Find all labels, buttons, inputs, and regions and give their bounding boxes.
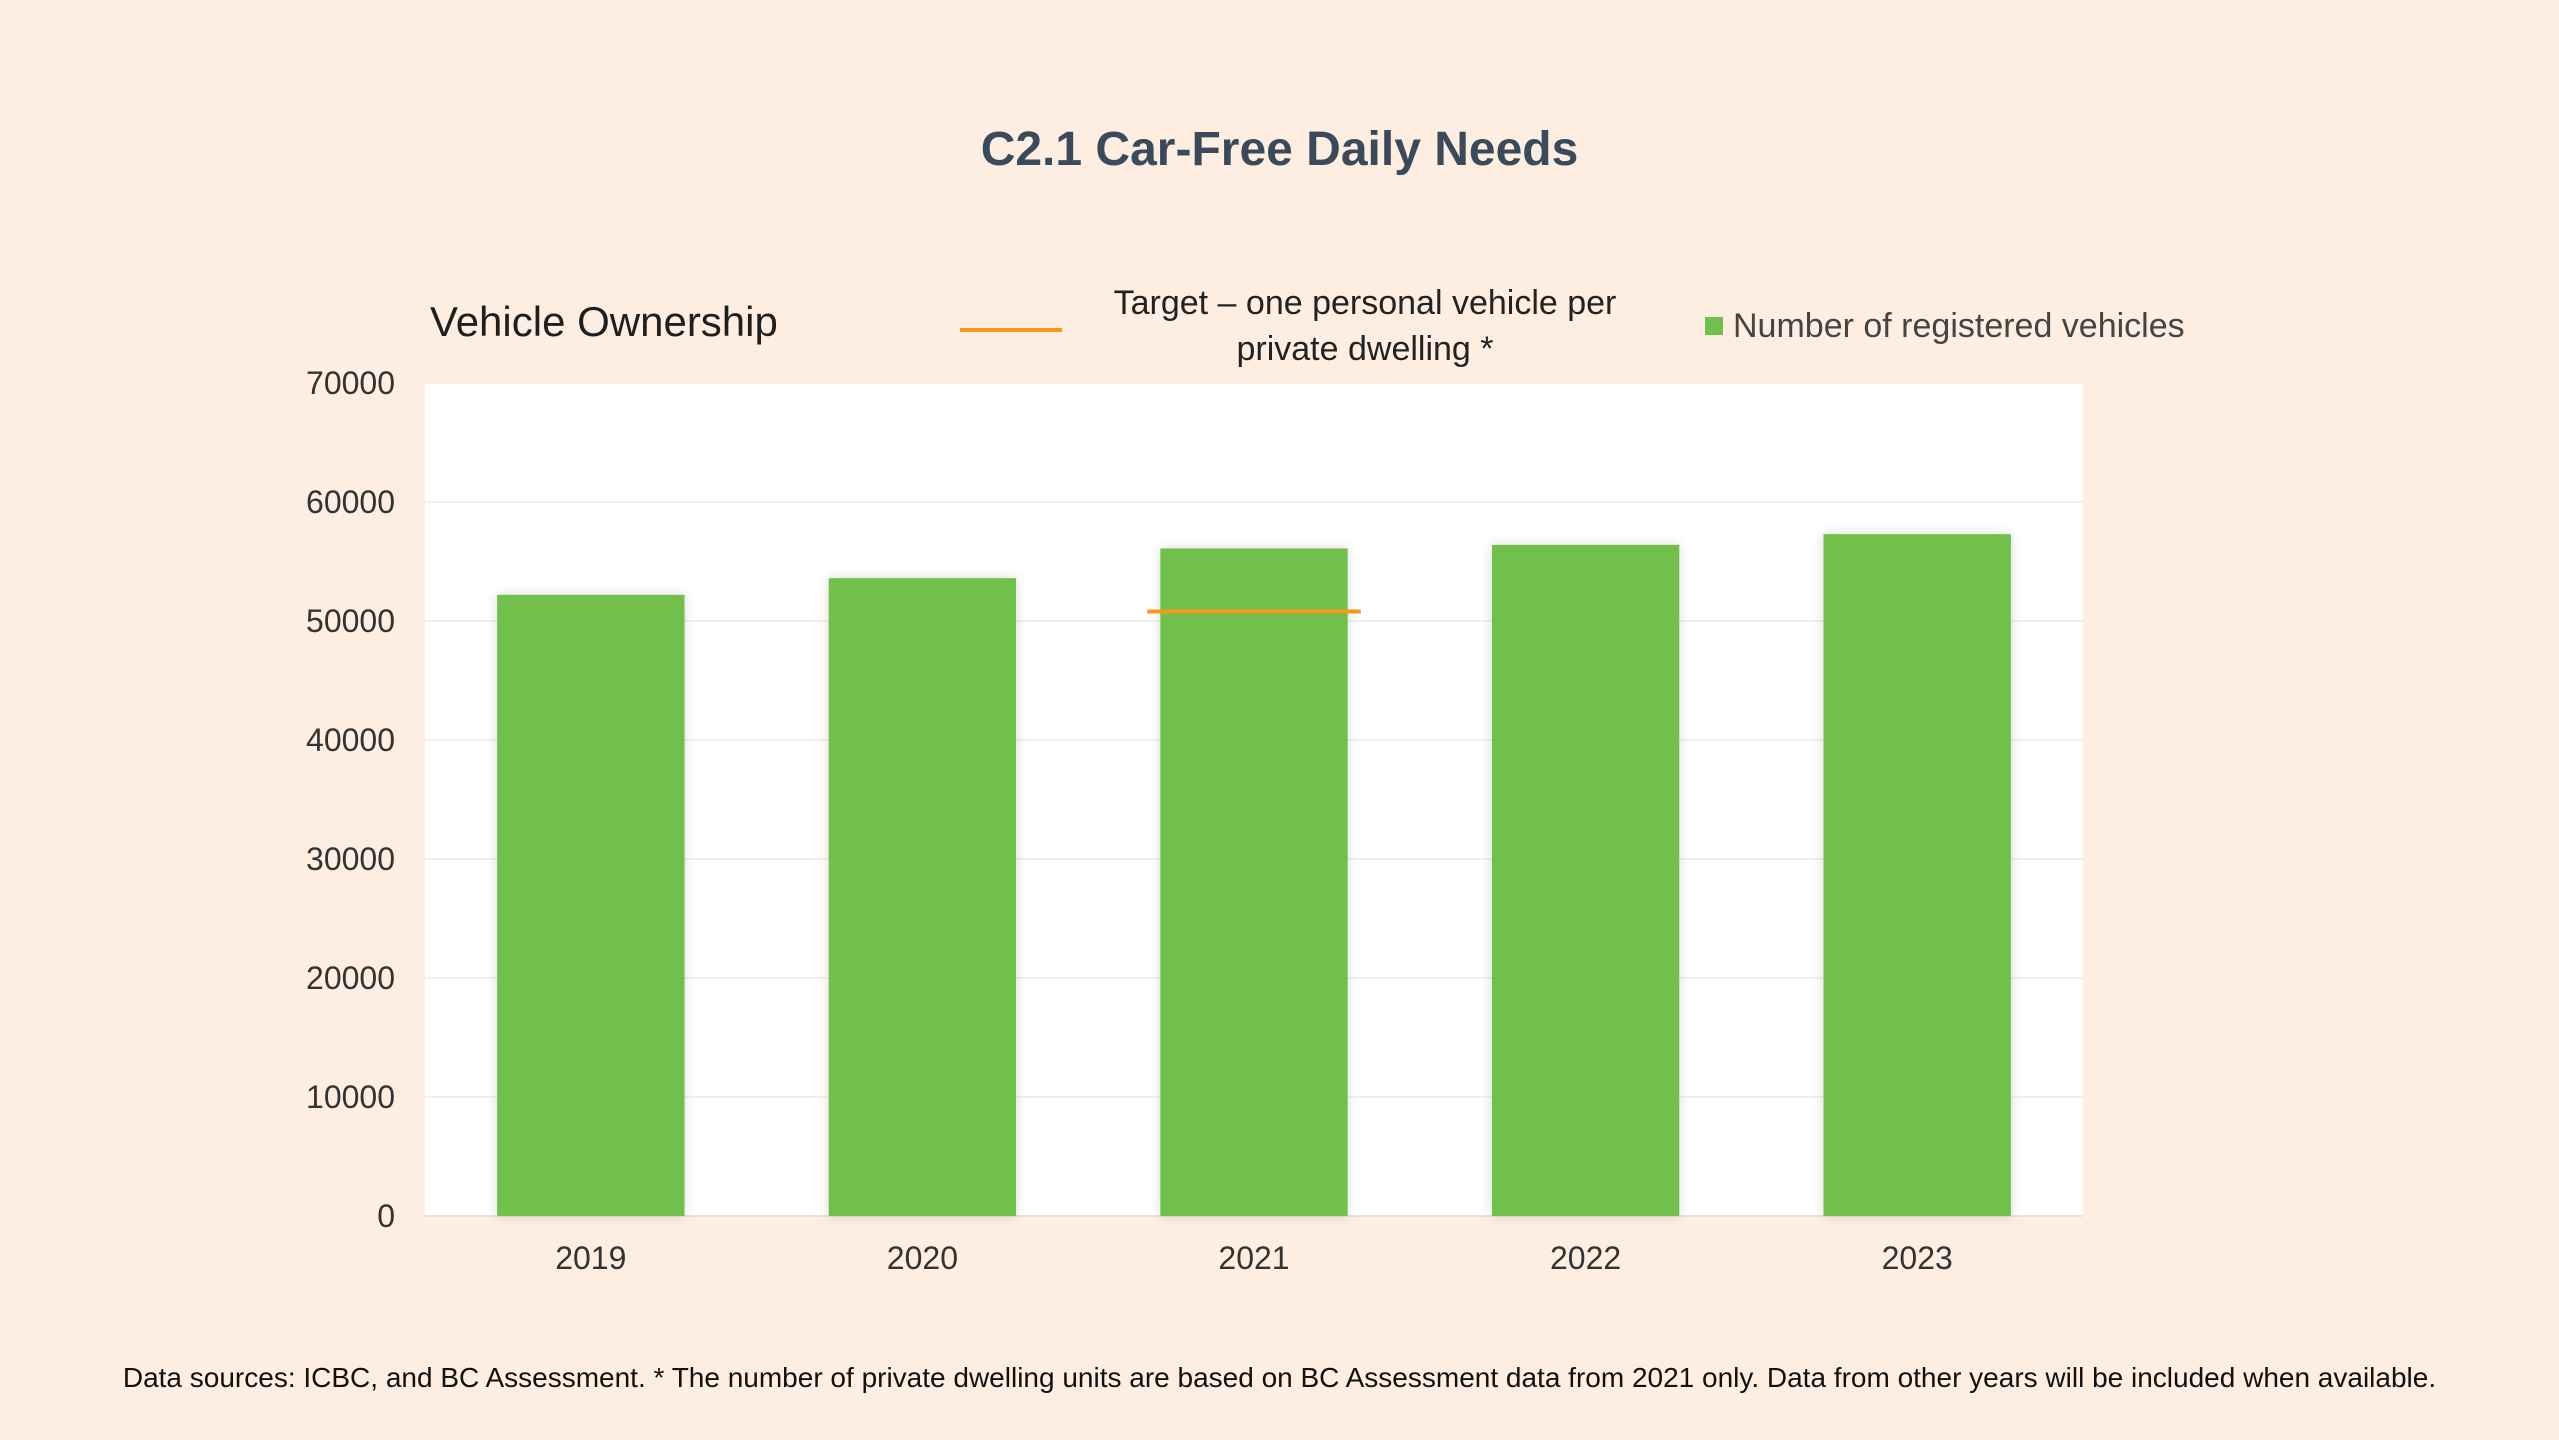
bar-2023 <box>1823 534 2011 1216</box>
y-tick-label: 20000 <box>306 960 395 996</box>
y-tick-labels: 0 10000 20000 30000 40000 50000 60000 70000 <box>306 365 395 1234</box>
bar-2022 <box>1491 544 1680 1216</box>
y-tick-label: 40000 <box>306 722 395 758</box>
chart-title: Vehicle Ownership <box>430 298 778 345</box>
bars <box>497 534 2011 1216</box>
chart-svg: 0 10000 20000 30000 40000 50000 60000 70000 201… <box>306 365 2083 1276</box>
legend-bars-swatch <box>1705 317 1723 335</box>
bar-2019 <box>497 594 685 1216</box>
y-tick-label: 60000 <box>306 484 395 520</box>
y-tick-label: 10000 <box>306 1079 395 1115</box>
y-tick-label: 50000 <box>306 603 395 639</box>
y-tick-label: 70000 <box>306 365 395 401</box>
x-tick-labels: 2019 2020 2021 2022 2023 <box>555 1240 1953 1276</box>
x-tick-label: 2020 <box>887 1240 958 1276</box>
page-title: C2.1 Car-Free Daily Needs <box>980 123 1579 176</box>
legend-bars-entry: Number of registered vehicles <box>1705 306 2185 346</box>
legend-target-label: Target – one personal vehicle per privat… <box>1113 284 1617 368</box>
legend-target-line <box>960 328 1062 332</box>
bar-2020 <box>828 578 1017 1216</box>
legend-target-entry: Target – one personal vehicle per privat… <box>960 280 1660 380</box>
x-tick-label: 2021 <box>1218 1240 1289 1276</box>
footnote: Data sources: ICBC, and BC Assessment. *… <box>122 1362 2437 1393</box>
x-tick-label: 2023 <box>1882 1240 1953 1276</box>
y-tick-label: 30000 <box>306 841 395 877</box>
x-tick-label: 2019 <box>555 1240 626 1276</box>
bar-2021 <box>1160 548 1348 1216</box>
legend-bars-label: Number of registered vehicles <box>1733 306 2185 345</box>
y-tick-label: 0 <box>377 1198 395 1234</box>
x-tick-label: 2022 <box>1550 1240 1621 1276</box>
